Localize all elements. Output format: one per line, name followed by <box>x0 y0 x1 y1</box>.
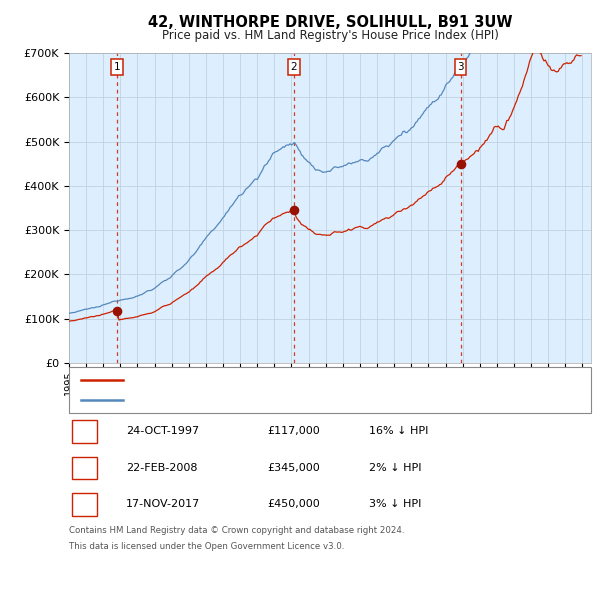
Text: 2: 2 <box>81 463 88 473</box>
Point <box>456 159 466 169</box>
Point <box>289 205 299 215</box>
Text: 1: 1 <box>81 427 88 436</box>
Text: Price paid vs. HM Land Registry's House Price Index (HPI): Price paid vs. HM Land Registry's House … <box>161 30 499 42</box>
Text: 1: 1 <box>114 62 121 72</box>
Text: Contains HM Land Registry data © Crown copyright and database right 2024.: Contains HM Land Registry data © Crown c… <box>69 526 404 535</box>
Text: 3: 3 <box>81 500 88 509</box>
Point <box>112 306 122 316</box>
Text: 24-OCT-1997: 24-OCT-1997 <box>126 427 199 436</box>
Text: £345,000: £345,000 <box>267 463 320 473</box>
Text: £117,000: £117,000 <box>267 427 320 436</box>
Text: £450,000: £450,000 <box>267 500 320 509</box>
Text: This data is licensed under the Open Government Licence v3.0.: This data is licensed under the Open Gov… <box>69 542 344 551</box>
Text: 2: 2 <box>290 62 297 72</box>
Text: 3% ↓ HPI: 3% ↓ HPI <box>369 500 421 509</box>
Text: 3: 3 <box>457 62 464 72</box>
Text: 17-NOV-2017: 17-NOV-2017 <box>126 500 200 509</box>
Text: 2% ↓ HPI: 2% ↓ HPI <box>369 463 421 473</box>
Text: HPI: Average price, detached house, Solihull: HPI: Average price, detached house, Soli… <box>130 395 361 405</box>
Text: 42, WINTHORPE DRIVE, SOLIHULL, B91 3UW: 42, WINTHORPE DRIVE, SOLIHULL, B91 3UW <box>148 15 512 30</box>
Text: 22-FEB-2008: 22-FEB-2008 <box>126 463 197 473</box>
Text: 42, WINTHORPE DRIVE, SOLIHULL, B91 3UW (detached house): 42, WINTHORPE DRIVE, SOLIHULL, B91 3UW (… <box>130 375 455 385</box>
Text: 16% ↓ HPI: 16% ↓ HPI <box>369 427 428 436</box>
